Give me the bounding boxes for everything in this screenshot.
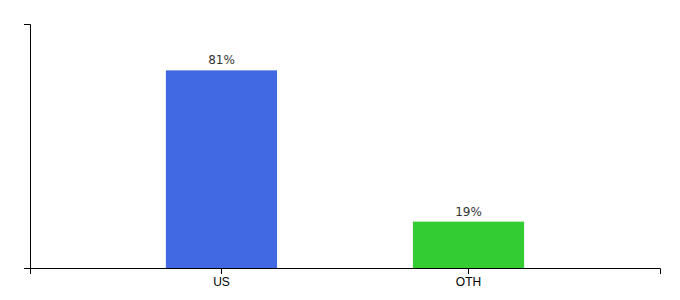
x-axis: US OTH bbox=[31, 268, 661, 289]
tick-label: US bbox=[213, 275, 230, 289]
plot: US OTH 81% 19% bbox=[24, 25, 661, 289]
chart-svg: US OTH 81% 19% bbox=[0, 0, 680, 300]
axis-line bbox=[24, 25, 31, 269]
bar bbox=[166, 70, 277, 268]
data-label: 19% bbox=[455, 205, 482, 219]
tick: OTH bbox=[456, 268, 481, 289]
data-label: 81% bbox=[208, 53, 235, 67]
data-labels: 81% 19% bbox=[208, 53, 482, 218]
bars bbox=[166, 70, 524, 268]
bar bbox=[413, 222, 524, 268]
chart-container: US OTH 81% 19% bbox=[0, 0, 680, 300]
y-axis bbox=[24, 25, 31, 269]
axis-line bbox=[31, 269, 661, 275]
tick-mark bbox=[468, 268, 469, 274]
tick: US bbox=[213, 268, 230, 289]
tick-mark bbox=[221, 268, 222, 274]
tick-label: OTH bbox=[456, 275, 481, 289]
